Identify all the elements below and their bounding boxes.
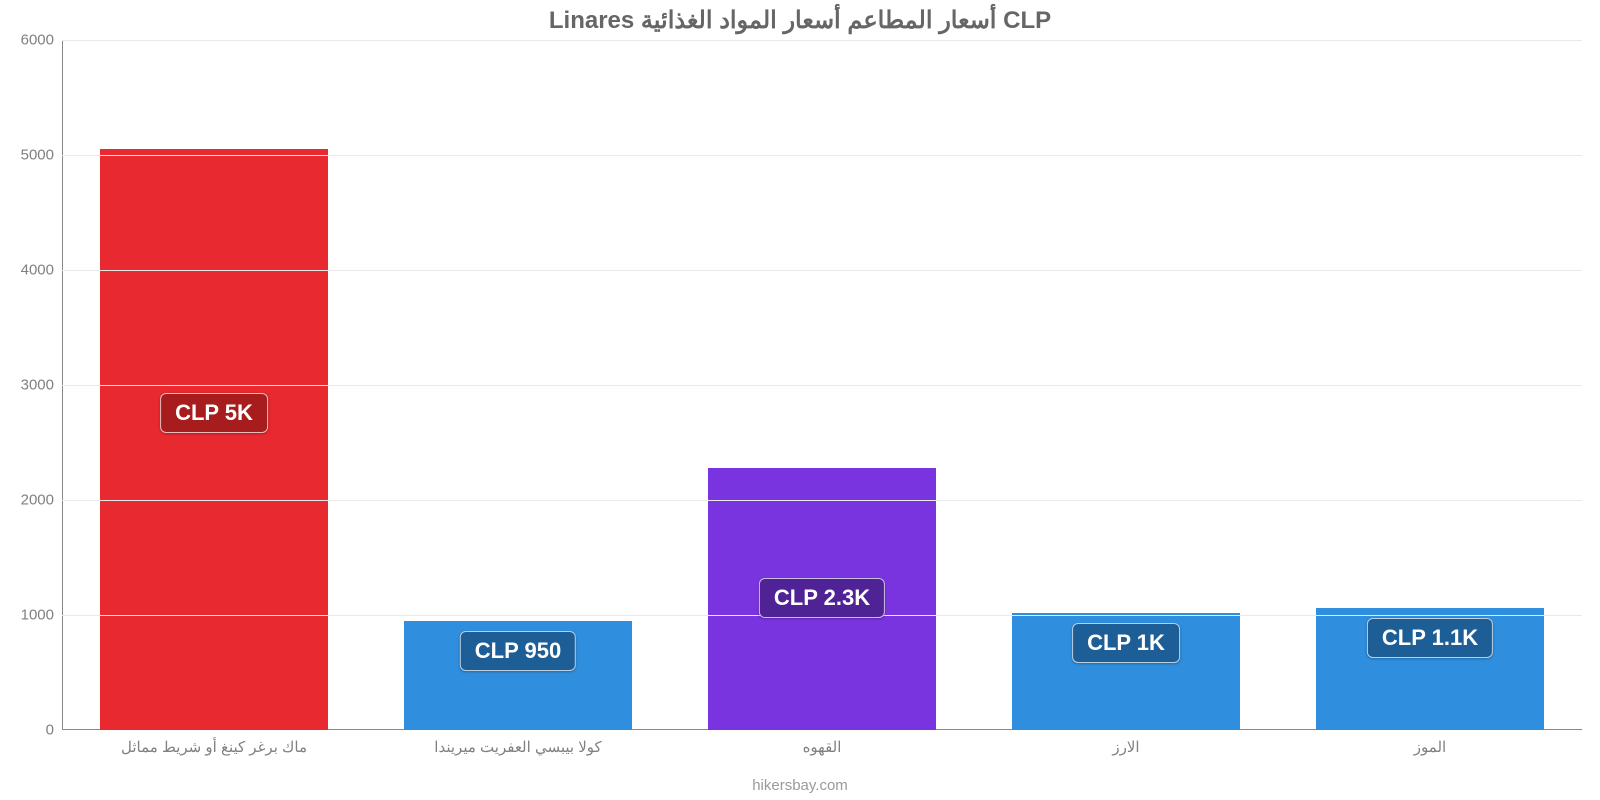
plot-area: CLP 5K CLP 950 CLP 2.3K CLP 1K CLP 1.1K: [62, 40, 1582, 730]
y-tick-label: 5000: [4, 147, 54, 164]
x-tick-label: القهوه: [803, 738, 842, 756]
value-badge: CLP 950: [460, 631, 576, 671]
grid-line: [62, 40, 1582, 41]
price-bar-chart: Linares أسعار المطاعم أسعار المواد الغذا…: [0, 0, 1600, 800]
x-tick-label: الموز: [1414, 738, 1446, 756]
value-badge: CLP 5K: [160, 393, 268, 433]
y-tick-label: 3000: [4, 377, 54, 394]
grid-line: [62, 155, 1582, 156]
value-badge: CLP 1.1K: [1367, 618, 1493, 658]
x-tick-label: ماك برغر كينغ أو شريط مماثل: [121, 738, 307, 756]
y-tick-label: 2000: [4, 492, 54, 509]
x-tick-label: كولا بيبسي العفريت ميريندا: [434, 738, 601, 756]
y-tick-label: 1000: [4, 607, 54, 624]
y-tick-label: 4000: [4, 262, 54, 279]
bar: [100, 149, 328, 730]
y-tick-label: 0: [4, 722, 54, 739]
grid-line: [62, 385, 1582, 386]
value-badge: CLP 1K: [1072, 623, 1180, 663]
value-badge: CLP 2.3K: [759, 578, 885, 618]
y-tick-label: 6000: [4, 32, 54, 49]
x-tick-label: الارز: [1112, 738, 1139, 756]
grid-line: [62, 270, 1582, 271]
source-label: hikersbay.com: [0, 777, 1600, 794]
chart-title: Linares أسعار المطاعم أسعار المواد الغذا…: [0, 6, 1600, 35]
grid-line: [62, 500, 1582, 501]
